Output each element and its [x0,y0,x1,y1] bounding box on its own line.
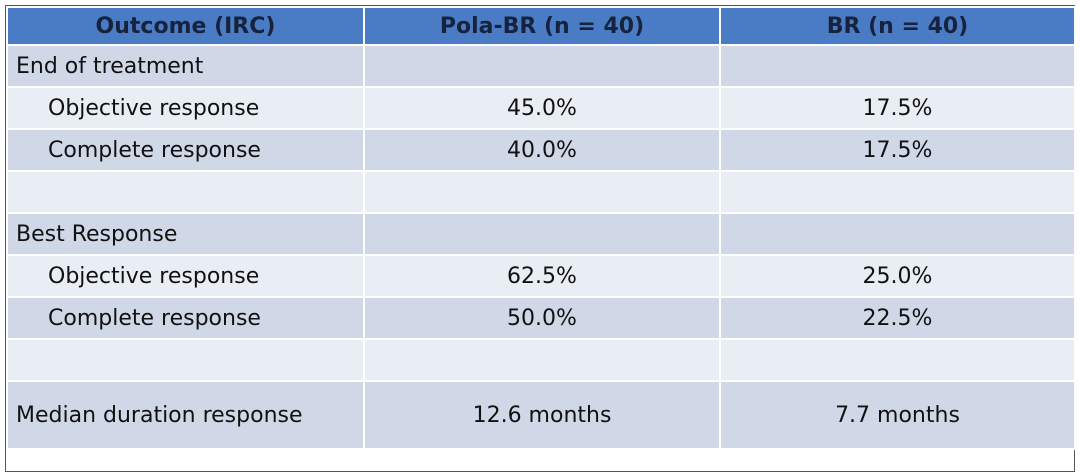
empty-cell [719,338,1076,382]
value-cell: 12.6 months [363,380,721,450]
header-cell: BR (n = 40) [719,6,1076,46]
section-title: End of treatment [6,44,365,88]
value-cell: 40.0% [363,128,721,172]
data-row: Median duration response 12.6 months 7.7 m… [6,380,1076,450]
empty-cell [719,170,1076,214]
row-label: Complete response [6,128,365,172]
empty-cell [363,44,721,88]
empty-cell [6,170,365,214]
blank-row [6,170,1076,214]
section-title: Best Response [6,212,365,256]
data-row: Objective response 45.0% 17.5% [6,86,1076,130]
value-cell: 17.5% [719,86,1076,130]
empty-cell [719,212,1076,256]
table-container: Outcome (IRC) Pola-BR (n = 40) BR (n = 40)… [5,5,1076,472]
header-row: Outcome (IRC) Pola-BR (n = 40) BR (n = 40) [6,6,1076,46]
empty-cell [363,338,721,382]
value-cell: 17.5% [719,128,1076,172]
data-row: Objective response 62.5% 25.0% [6,254,1076,298]
section-row: Best Response [6,212,1076,256]
header-cell: Pola-BR (n = 40) [363,6,721,46]
row-label: Median duration response [6,380,365,450]
value-cell: 7.7 months [719,380,1076,450]
empty-cell [719,44,1076,88]
value-cell: 22.5% [719,296,1076,340]
section-row: End of treatment [6,44,1076,88]
empty-cell [6,338,365,382]
value-cell: 25.0% [719,254,1076,298]
data-row: Complete response 40.0% 17.5% [6,128,1076,172]
table: Outcome (IRC) Pola-BR (n = 40) BR (n = 40)… [6,6,1076,450]
row-label: Objective response [6,86,365,130]
empty-cell [363,212,721,256]
row-label: Objective response [6,254,365,298]
blank-row [6,338,1076,382]
value-cell: 45.0% [363,86,721,130]
data-row: Complete response 50.0% 22.5% [6,296,1076,340]
row-label: Complete response [6,296,365,340]
value-cell: 50.0% [363,296,721,340]
empty-cell [363,170,721,214]
value-cell: 62.5% [363,254,721,298]
header-cell: Outcome (IRC) [6,6,365,46]
